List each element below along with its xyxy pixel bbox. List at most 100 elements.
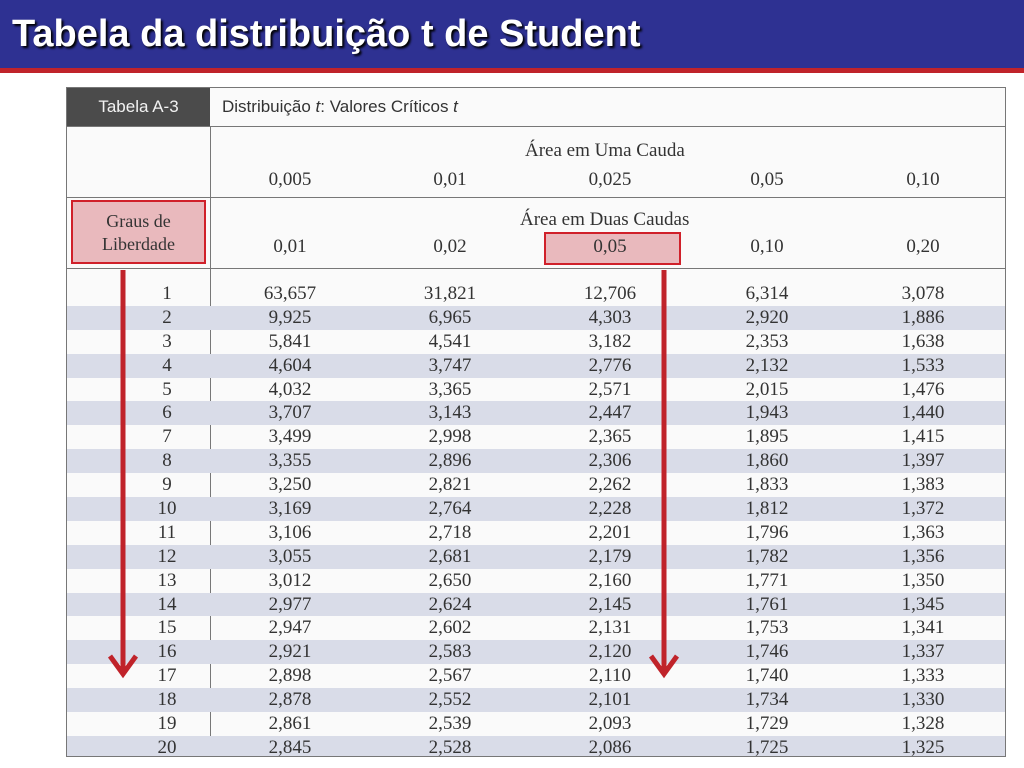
- two-tail-value: 0,02: [433, 236, 467, 257]
- critical-value-cell: 2,861: [268, 713, 312, 735]
- critical-value-cell: 1,746: [745, 641, 789, 663]
- two-tail-value: 0,20: [906, 236, 940, 257]
- table-tag: Tabela A-3: [67, 88, 210, 126]
- df-cell: 19: [157, 713, 177, 735]
- critical-value-cell: 2,947: [268, 617, 312, 639]
- table-row: 10 3,169 2,764 2,228 1,812 1,372: [67, 497, 1005, 521]
- critical-value-cell: 2,201: [588, 521, 632, 543]
- critical-value-cell: 2,681: [428, 545, 472, 567]
- critical-value-cell: 1,725: [745, 736, 789, 757]
- critical-value-cell: 1,740: [745, 665, 789, 687]
- df-cell: 1: [162, 283, 172, 304]
- critical-value-cell: 1,415: [901, 426, 945, 448]
- df-down-arrow-icon: [107, 270, 139, 679]
- df-cell: 10: [157, 498, 177, 520]
- table-row: 11 3,106 2,718 2,201 1,796 1,363: [67, 521, 1005, 545]
- critical-value-cell: 31,821: [423, 283, 477, 304]
- critical-value-cell: 1,638: [901, 330, 945, 352]
- critical-value-cell: 1,363: [901, 521, 945, 543]
- df-column-divider: [210, 126, 211, 756]
- header-divider: [67, 197, 1005, 198]
- table-row: 8 3,355 2,896 2,306 1,860 1,397: [67, 449, 1005, 474]
- critical-value-cell: 1,350: [901, 569, 945, 591]
- table-row: 14 2,977 2,624 2,145 1,761 1,345: [67, 592, 1005, 617]
- critical-value-cell: 2,262: [588, 474, 632, 496]
- df-cell: 18: [157, 689, 177, 711]
- critical-value-cell: 4,541: [428, 330, 472, 352]
- critical-value-cell: 2,567: [428, 665, 472, 687]
- critical-value-cell: 2,920: [745, 306, 789, 328]
- critical-value-cell: 12,706: [583, 283, 637, 304]
- critical-value-cell: 3,078: [901, 283, 945, 304]
- critical-value-cell: 1,771: [745, 569, 789, 591]
- critical-value-cell: 1,345: [901, 593, 945, 615]
- one-tail-value: 0,005: [268, 169, 312, 190]
- critical-value-cell: 2,528: [428, 736, 472, 757]
- critical-value-cell: 1,372: [901, 498, 945, 520]
- one-tail-value: 0,01: [433, 169, 467, 190]
- critical-value-cell: 2,718: [428, 521, 472, 543]
- two-tail-value: 0,10: [750, 236, 784, 257]
- table-row: 17 2,898 2,567 2,110 1,740 1,333: [67, 664, 1005, 688]
- table-row: 13 3,012 2,650 2,160 1,771 1,350: [67, 569, 1005, 593]
- critical-value-cell: 2,093: [588, 713, 632, 735]
- df-cell: 16: [157, 641, 177, 663]
- degrees-of-freedom-label: Graus de Liberdade: [71, 200, 206, 264]
- critical-value-cell: 4,604: [268, 354, 312, 376]
- critical-value-cell: 1,734: [745, 689, 789, 711]
- critical-value-cell: 2,306: [588, 450, 632, 472]
- df-cell: 14: [157, 593, 177, 615]
- critical-value-cell: 2,602: [428, 617, 472, 639]
- critical-value-cell: 1,328: [901, 713, 945, 735]
- critical-value-cell: 1,729: [745, 713, 789, 735]
- critical-value-cell: 1,943: [745, 402, 789, 424]
- critical-value-cell: 1,337: [901, 641, 945, 663]
- critical-value-cell: 1,533: [901, 354, 945, 376]
- slide-title: Tabela da distribuição t de Student: [12, 13, 641, 55]
- critical-value-cell: 3,055: [268, 545, 312, 567]
- critical-value-cell: 3,250: [268, 474, 312, 496]
- alpha-highlight-box: [544, 232, 681, 265]
- one-tail-label: Área em Uma Cauda: [525, 140, 685, 161]
- df-cell: 7: [162, 426, 172, 448]
- table-row: 5 4,032 3,365 2,571 2,015 1,476: [67, 378, 1005, 402]
- df-cell: 12: [157, 545, 177, 567]
- critical-value-cell: 6,965: [428, 306, 472, 328]
- critical-value-cell: 2,552: [428, 689, 472, 711]
- table-row: 6 3,707 3,143 2,447 1,943 1,440: [67, 401, 1005, 426]
- critical-value-cell: 1,753: [745, 617, 789, 639]
- critical-value-cell: 2,977: [268, 593, 312, 615]
- critical-value-cell: 3,169: [268, 498, 312, 520]
- df-label-line1: Graus de: [106, 211, 171, 231]
- one-tail-value: 0,025: [588, 169, 632, 190]
- critical-value-cell: 2,447: [588, 402, 632, 424]
- df-cell: 15: [157, 617, 177, 639]
- body-divider: [67, 268, 1005, 269]
- table-row: 2 9,925 6,965 4,303 2,920 1,886: [67, 305, 1005, 330]
- table-row: 3 5,841 4,541 3,182 2,353 1,638: [67, 330, 1005, 354]
- critical-value-cell: 2,160: [588, 569, 632, 591]
- critical-value-cell: 1,761: [745, 593, 789, 615]
- critical-value-cell: 2,101: [588, 689, 632, 711]
- t-values-table-body: 1 63,657 31,821 12,706 6,314 3,078 2 9,925 6,965…: [67, 282, 1005, 757]
- df-cell: 3: [162, 330, 172, 352]
- df-cell: 9: [162, 474, 172, 496]
- critical-value-cell: 2,845: [268, 736, 312, 757]
- one-tail-value: 0,10: [906, 169, 940, 190]
- critical-value-cell: 2,228: [588, 498, 632, 520]
- table-row: 20 2,845 2,528 2,086 1,725 1,325: [67, 735, 1005, 757]
- df-cell: 5: [162, 378, 172, 400]
- table-row: 19 2,861 2,539 2,093 1,729 1,328: [67, 712, 1005, 736]
- two-tail-label: Área em Duas Caudas: [520, 209, 690, 230]
- df-cell: 2: [162, 306, 172, 328]
- critical-value-cell: 3,747: [428, 354, 472, 376]
- table-row: 9 3,250 2,821 2,262 1,833 1,383: [67, 473, 1005, 497]
- critical-value-cell: 3,355: [268, 450, 312, 472]
- df-cell: 11: [157, 521, 177, 543]
- critical-value-cell: 2,571: [588, 378, 632, 400]
- critical-value-cell: 2,131: [588, 617, 632, 639]
- critical-value-cell: 2,179: [588, 545, 632, 567]
- df-cell: 13: [157, 569, 177, 591]
- critical-value-cell: 9,925: [268, 306, 312, 328]
- df-cell: 20: [157, 736, 177, 757]
